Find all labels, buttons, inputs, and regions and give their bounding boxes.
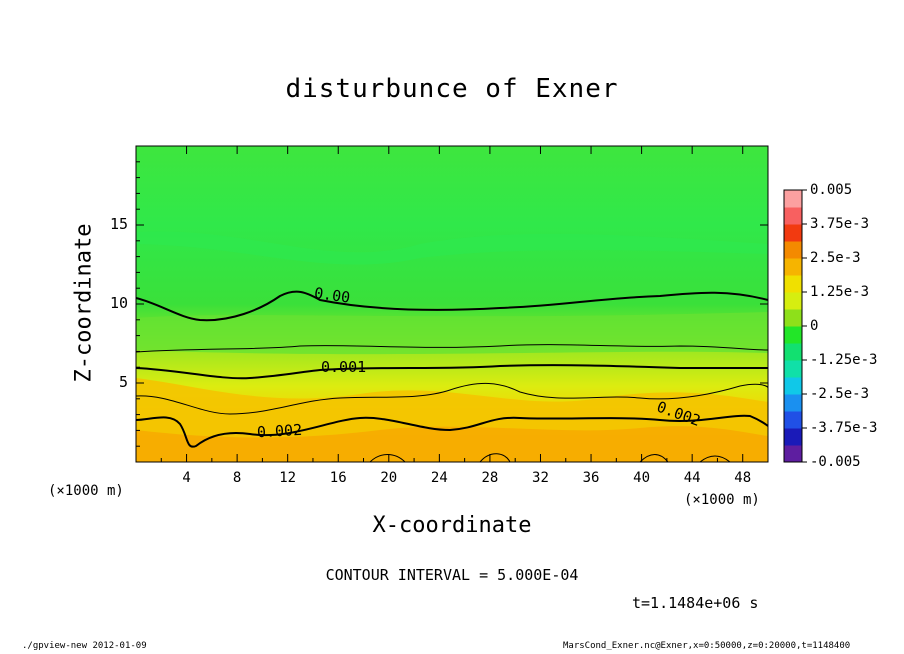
time-note: t=1.1484e+06 s bbox=[632, 594, 759, 612]
colorbar-segment bbox=[784, 343, 802, 361]
x-tick-label: 32 bbox=[532, 470, 549, 486]
colorbar-segment bbox=[784, 309, 802, 327]
contour-label-002-left: 0.002 bbox=[257, 421, 303, 441]
contour-line-0 bbox=[136, 290, 768, 322]
colorbar-segment bbox=[784, 207, 802, 225]
x-tick-label: 36 bbox=[582, 470, 600, 486]
colorbar-tick-label: 2.5e-3 bbox=[810, 250, 861, 266]
colorbar-segment bbox=[784, 428, 802, 446]
y-tick-label: 15 bbox=[109, 215, 128, 233]
x-tick-label: 12 bbox=[279, 470, 297, 486]
x-tick-label: 4 bbox=[182, 470, 191, 486]
colorbar-tick-label: 3.75e-3 bbox=[810, 216, 870, 232]
footer-right: MarsCond_Exner.nc@Exner,x=0:50000,z=0:20… bbox=[563, 641, 851, 651]
colorbar-tick-label: -2.5e-3 bbox=[810, 386, 870, 402]
colorbar bbox=[783, 189, 807, 463]
colorbar-tick-label: -3.75e-3 bbox=[810, 420, 878, 436]
colorbar-segment bbox=[784, 241, 802, 259]
colorbar-segment bbox=[784, 190, 802, 208]
x-tick-label: 44 bbox=[683, 470, 701, 486]
x-tick-label: 48 bbox=[734, 470, 752, 486]
colorbar-tick-label: 0.005 bbox=[810, 182, 853, 198]
x-tick-label: 40 bbox=[633, 470, 651, 486]
y-tick-label: 10 bbox=[109, 294, 128, 312]
footer-left: ./gpview-new 2012-01-09 bbox=[22, 641, 147, 651]
x-unit-label-right: (×1000 m) bbox=[684, 492, 760, 508]
contour-label-0: 0.00 bbox=[313, 284, 351, 307]
contour-label-001: 0.001 bbox=[321, 358, 366, 376]
colorbar-segment bbox=[784, 377, 802, 395]
x-tick-label: 20 bbox=[380, 470, 398, 486]
colorbar-segment bbox=[784, 360, 802, 378]
colorbar-tick-label: 0 bbox=[810, 318, 819, 334]
contour-line-0005 bbox=[136, 344, 768, 353]
x-axis-label: X-coordinate bbox=[372, 513, 532, 538]
colorbar-segment bbox=[784, 411, 802, 429]
colorbar-segment bbox=[784, 394, 802, 412]
x-tick-label: 28 bbox=[481, 470, 499, 486]
colorbar-tick-label: 1.25e-3 bbox=[810, 284, 870, 300]
colorbar-tick-label: -1.25e-3 bbox=[810, 352, 878, 368]
chart-title: disturbunce of Exner bbox=[285, 74, 619, 104]
colorbar-tick-label: -0.005 bbox=[810, 454, 861, 470]
x-tick-label: 24 bbox=[430, 470, 448, 486]
x-unit-label-left: (×1000 m) bbox=[48, 483, 124, 499]
colorbar-segment bbox=[784, 292, 802, 310]
colorbar-segment bbox=[784, 445, 802, 463]
x-tick-label: 8 bbox=[232, 470, 242, 486]
heatmap-field bbox=[136, 146, 768, 462]
contour-line-002 bbox=[136, 414, 768, 448]
y-tick-label: 5 bbox=[118, 373, 128, 391]
colorbar-segment bbox=[784, 258, 802, 276]
contour-interval-note: CONTOUR INTERVAL = 5.000E-04 bbox=[325, 566, 579, 584]
contour-line-0015 bbox=[136, 382, 768, 415]
colorbar-segment bbox=[784, 326, 802, 344]
contour-line-0025 bbox=[369, 453, 731, 462]
colorbar-segment bbox=[784, 275, 802, 293]
contour-line-001 bbox=[136, 364, 768, 380]
x-tick-label: 16 bbox=[329, 470, 347, 486]
colorbar-segment bbox=[784, 224, 802, 242]
